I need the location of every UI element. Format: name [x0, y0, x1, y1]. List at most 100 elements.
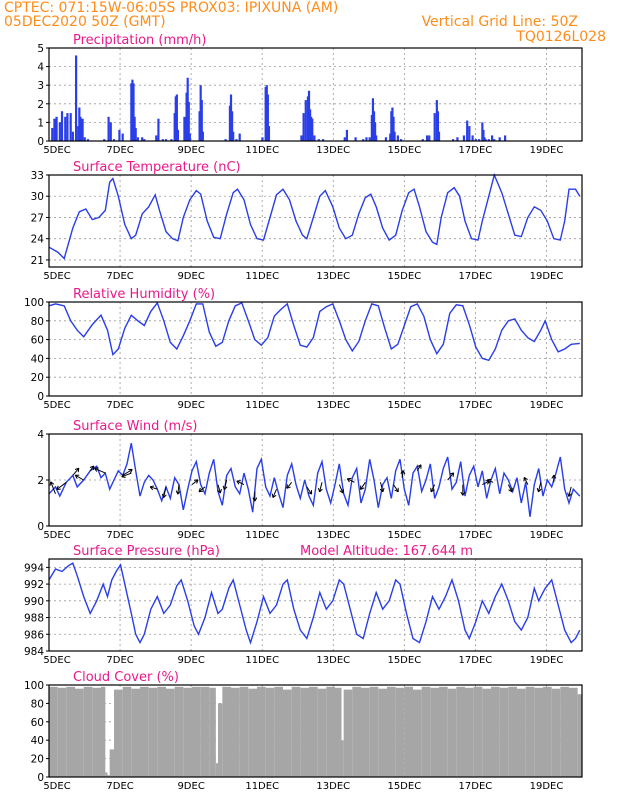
precip-date-label: 19DEC: [530, 145, 564, 156]
wind-wind-arrow: [347, 478, 355, 483]
precip-bar: [266, 94, 269, 141]
precip-bar: [81, 118, 84, 141]
pressure-series-line: [48, 562, 581, 645]
wind-wind-arrow: [272, 489, 277, 498]
cloud-bar: [456, 686, 465, 777]
precip-bar: [201, 131, 204, 141]
cloud-ytick-label: 40: [31, 735, 44, 747]
wind-wind-arrow: [121, 472, 132, 478]
precip-bar: [426, 135, 429, 141]
precip-bar: [491, 135, 494, 141]
precip-bar: [466, 120, 469, 141]
pressure-date-label: 7DEC: [106, 655, 133, 666]
cloud-bar: [183, 687, 192, 777]
cloud-bar: [66, 686, 75, 777]
cloud-bar: [543, 686, 552, 777]
precip-date-label: 15DEC: [387, 145, 421, 156]
wind-wind-arrowhead: [94, 467, 99, 472]
temp-date-label: 13DEC: [316, 271, 350, 282]
wind-wind-arrowhead: [307, 490, 313, 495]
precip-bar: [71, 131, 74, 141]
wind-wind-arrow: [338, 484, 344, 494]
wind-panel: 0 2 4 5DEC 7DEC 9DEC 11DEC 13DEC 15DEC 17DEC 19DEC…: [37, 419, 583, 541]
precip-bar: [313, 135, 316, 141]
precip-bar: [261, 137, 264, 141]
precip-bar: [132, 83, 135, 141]
precip-bar: [121, 133, 124, 141]
precip-bar: [482, 129, 485, 141]
humidity-title: Relative Humidity (%): [73, 287, 215, 302]
cloud-bar: [101, 686, 106, 777]
temp-ytick-label: 30: [31, 191, 44, 203]
wind-wind-arrowhead: [417, 464, 422, 469]
cloud-bar: [378, 688, 387, 777]
cloud-ytick-label: 0: [37, 772, 44, 784]
wind-wind-arrowhead: [198, 487, 204, 493]
wind-wind-arrow: [72, 467, 80, 476]
precip-ytick-label: 5: [37, 43, 44, 55]
cloud-bar: [395, 687, 405, 777]
precip-bar: [200, 100, 203, 141]
cloud-bar: [83, 686, 93, 777]
precip-bar: [60, 111, 64, 141]
precip-bar: [136, 137, 139, 141]
precip-bar: [322, 139, 325, 141]
precip-date-label: 11DEC: [245, 145, 279, 156]
precip-bar: [354, 137, 357, 141]
wind-wind-arrowhead: [460, 491, 466, 496]
wind-wind-arrowhead: [379, 487, 385, 493]
wind-wind-arrow: [94, 467, 106, 474]
precip-bar: [79, 116, 82, 141]
humidity-date-label: 19DEC: [530, 400, 564, 411]
temp-ytick-label: 24: [31, 234, 45, 246]
precip-date-label: 7DEC: [106, 145, 133, 156]
precip-bar: [75, 55, 78, 141]
precip-bar: [235, 139, 238, 141]
pressure-ytick-label: 988: [24, 613, 44, 625]
wind-wind-arrow: [223, 479, 228, 490]
precip-bar: [452, 139, 455, 141]
wind-wind-arrow: [236, 480, 245, 486]
temp-ytick-label: 33: [31, 170, 44, 182]
cloud-bar: [352, 686, 361, 777]
precip-bar: [134, 127, 137, 141]
precip-ytick-label: 3: [37, 80, 44, 92]
cloud-bar: [525, 686, 535, 777]
temp-date-label: 15DEC: [387, 271, 421, 282]
temp-date-label: 19DEC: [530, 271, 564, 282]
cloud-ytick-label: 80: [31, 698, 44, 710]
humidity-ytick-label: 80: [31, 316, 44, 328]
wind-wind-arrowhead: [149, 485, 155, 491]
wind-wind-arrowhead: [121, 473, 126, 478]
pressure-frame: [48, 558, 583, 652]
wind-wind-arrow: [486, 479, 494, 483]
precip-bar: [302, 113, 305, 141]
cloud-date-label: 13DEC: [316, 781, 350, 792]
wind-date-label: 11DEC: [245, 530, 279, 541]
humidity-date-label: 7DEC: [106, 400, 133, 411]
wind-wind-arrowhead: [236, 480, 241, 485]
cloud-bar: [248, 688, 257, 777]
precip-bar: [456, 137, 459, 141]
wind-wind-arrow: [56, 481, 67, 490]
pressure-ytick-label: 986: [24, 629, 44, 641]
humidity-ytick-label: 0: [37, 391, 44, 403]
precip-date-label: 13DEC: [316, 145, 350, 156]
cloud-bar: [517, 688, 526, 777]
wind-wind-arrowhead: [161, 493, 167, 499]
precip-bar: [107, 116, 110, 141]
wind-date-label: 13DEC: [316, 530, 350, 541]
precip-bar: [66, 113, 69, 141]
cloud-bar: [560, 686, 569, 777]
precip-bar: [345, 129, 349, 141]
precip-bar: [471, 135, 474, 141]
cloud-bar: [447, 688, 457, 777]
cloud-bar: [122, 686, 132, 777]
humidity-ytick-label: 20: [31, 372, 44, 384]
wind-wind-arrow: [177, 484, 180, 495]
wind-wind-arrow: [568, 486, 572, 497]
cloud-bar: [361, 687, 370, 777]
wind-wind-arrowhead: [128, 468, 133, 474]
precip-bar: [64, 116, 67, 141]
